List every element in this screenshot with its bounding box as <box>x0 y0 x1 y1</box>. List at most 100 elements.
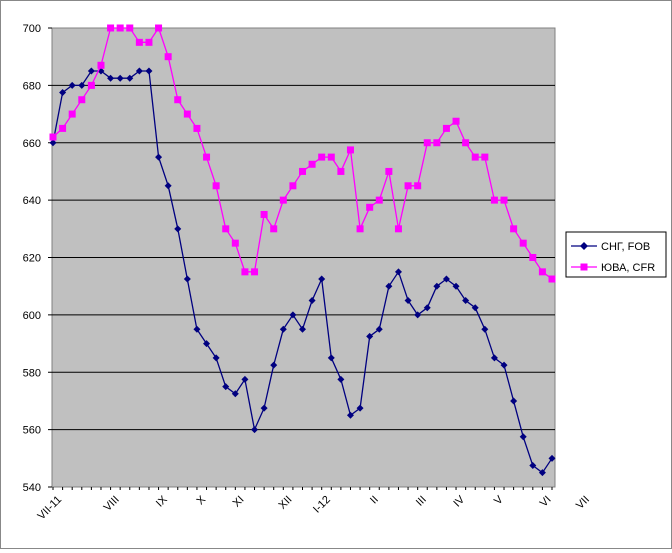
data-point <box>116 24 124 32</box>
data-point <box>231 239 239 247</box>
data-point <box>241 268 249 276</box>
data-point <box>337 167 345 175</box>
y-axis-ticks: 540 560 580 600 620 640 660 680 700 <box>23 23 52 494</box>
y-tick-label: 680 <box>23 80 41 92</box>
x-tick-label: XI <box>231 494 247 510</box>
data-point <box>107 24 115 32</box>
x-tick-label: VII-11 <box>36 494 65 523</box>
legend-marker-sng <box>580 242 588 250</box>
data-point <box>462 297 470 305</box>
x-tick-label: VIII <box>102 494 122 514</box>
x-tick-label: X <box>194 493 208 507</box>
data-point <box>270 361 278 369</box>
data-point <box>260 404 268 412</box>
data-point <box>270 225 278 233</box>
data-point <box>414 311 422 319</box>
y-tick-label: 640 <box>23 195 41 207</box>
data-point <box>203 153 211 161</box>
legend-marker-yuva <box>580 263 588 271</box>
data-point <box>107 74 115 82</box>
y-tick-label: 560 <box>23 425 41 437</box>
data-point <box>279 325 287 333</box>
x-tick-label: I-12 <box>311 494 333 516</box>
data-point <box>87 81 95 89</box>
data-point <box>404 182 412 190</box>
data-point <box>212 182 220 190</box>
data-point <box>222 225 230 233</box>
data-point <box>394 225 402 233</box>
data-point <box>155 24 163 32</box>
y-tick-label: 700 <box>23 23 41 35</box>
x-tick-label: XII <box>277 494 295 512</box>
data-point <box>174 96 182 104</box>
y-tick-label: 620 <box>23 253 41 265</box>
data-point <box>116 74 124 82</box>
x-tick-label: II <box>368 494 381 507</box>
x-tick-label: VII <box>574 494 592 512</box>
data-point <box>538 268 546 276</box>
gridlines <box>52 84 555 431</box>
data-point <box>471 304 479 312</box>
data-point <box>442 275 450 283</box>
legend-label-yuva: ЮВА, CFR <box>601 262 655 274</box>
series-lines <box>49 24 556 477</box>
data-point <box>155 153 163 161</box>
data-point <box>231 390 239 398</box>
data-point <box>59 124 67 132</box>
data-point <box>529 461 537 469</box>
data-point <box>279 196 287 204</box>
data-point <box>462 139 470 147</box>
data-point <box>500 196 508 204</box>
data-point <box>97 61 105 69</box>
data-point <box>78 81 86 89</box>
data-point <box>126 24 134 32</box>
data-point <box>385 167 393 175</box>
data-point <box>538 469 546 477</box>
data-point <box>135 67 143 75</box>
data-point <box>423 304 431 312</box>
data-point <box>442 124 450 132</box>
data-point <box>318 153 326 161</box>
data-point <box>375 196 383 204</box>
data-point <box>414 182 422 190</box>
data-point <box>251 426 259 434</box>
x-axis-ticks: VII-11 VIII IX X XI XII I-12 II III IV V VI VII <box>36 487 592 522</box>
data-point <box>452 282 460 290</box>
data-point <box>510 225 518 233</box>
data-point <box>394 268 402 276</box>
data-point <box>366 203 374 211</box>
data-point <box>481 153 489 161</box>
data-point <box>346 411 354 419</box>
data-point <box>49 133 57 141</box>
data-point <box>68 110 76 118</box>
data-point <box>289 182 297 190</box>
data-point <box>260 210 268 218</box>
x-tick-label: IX <box>154 493 170 509</box>
x-tick-label: V <box>492 493 506 507</box>
data-point <box>519 433 527 441</box>
data-point <box>519 239 527 247</box>
data-point <box>346 146 354 154</box>
data-point <box>308 297 316 305</box>
data-point <box>251 268 259 276</box>
y-tick-label: 580 <box>23 367 41 379</box>
data-point <box>433 139 441 147</box>
data-point <box>308 160 316 168</box>
data-point <box>164 182 172 190</box>
data-point <box>59 89 67 97</box>
data-point <box>193 325 201 333</box>
data-point <box>356 225 364 233</box>
data-point <box>49 139 57 147</box>
data-point <box>490 354 498 362</box>
data-point <box>337 375 345 383</box>
y-tick-label: 540 <box>23 482 41 494</box>
data-point <box>529 254 537 261</box>
data-point <box>289 311 297 319</box>
data-point <box>366 332 374 340</box>
data-point <box>375 325 383 333</box>
data-point <box>241 375 249 383</box>
data-point <box>327 354 335 362</box>
data-point <box>87 67 95 75</box>
